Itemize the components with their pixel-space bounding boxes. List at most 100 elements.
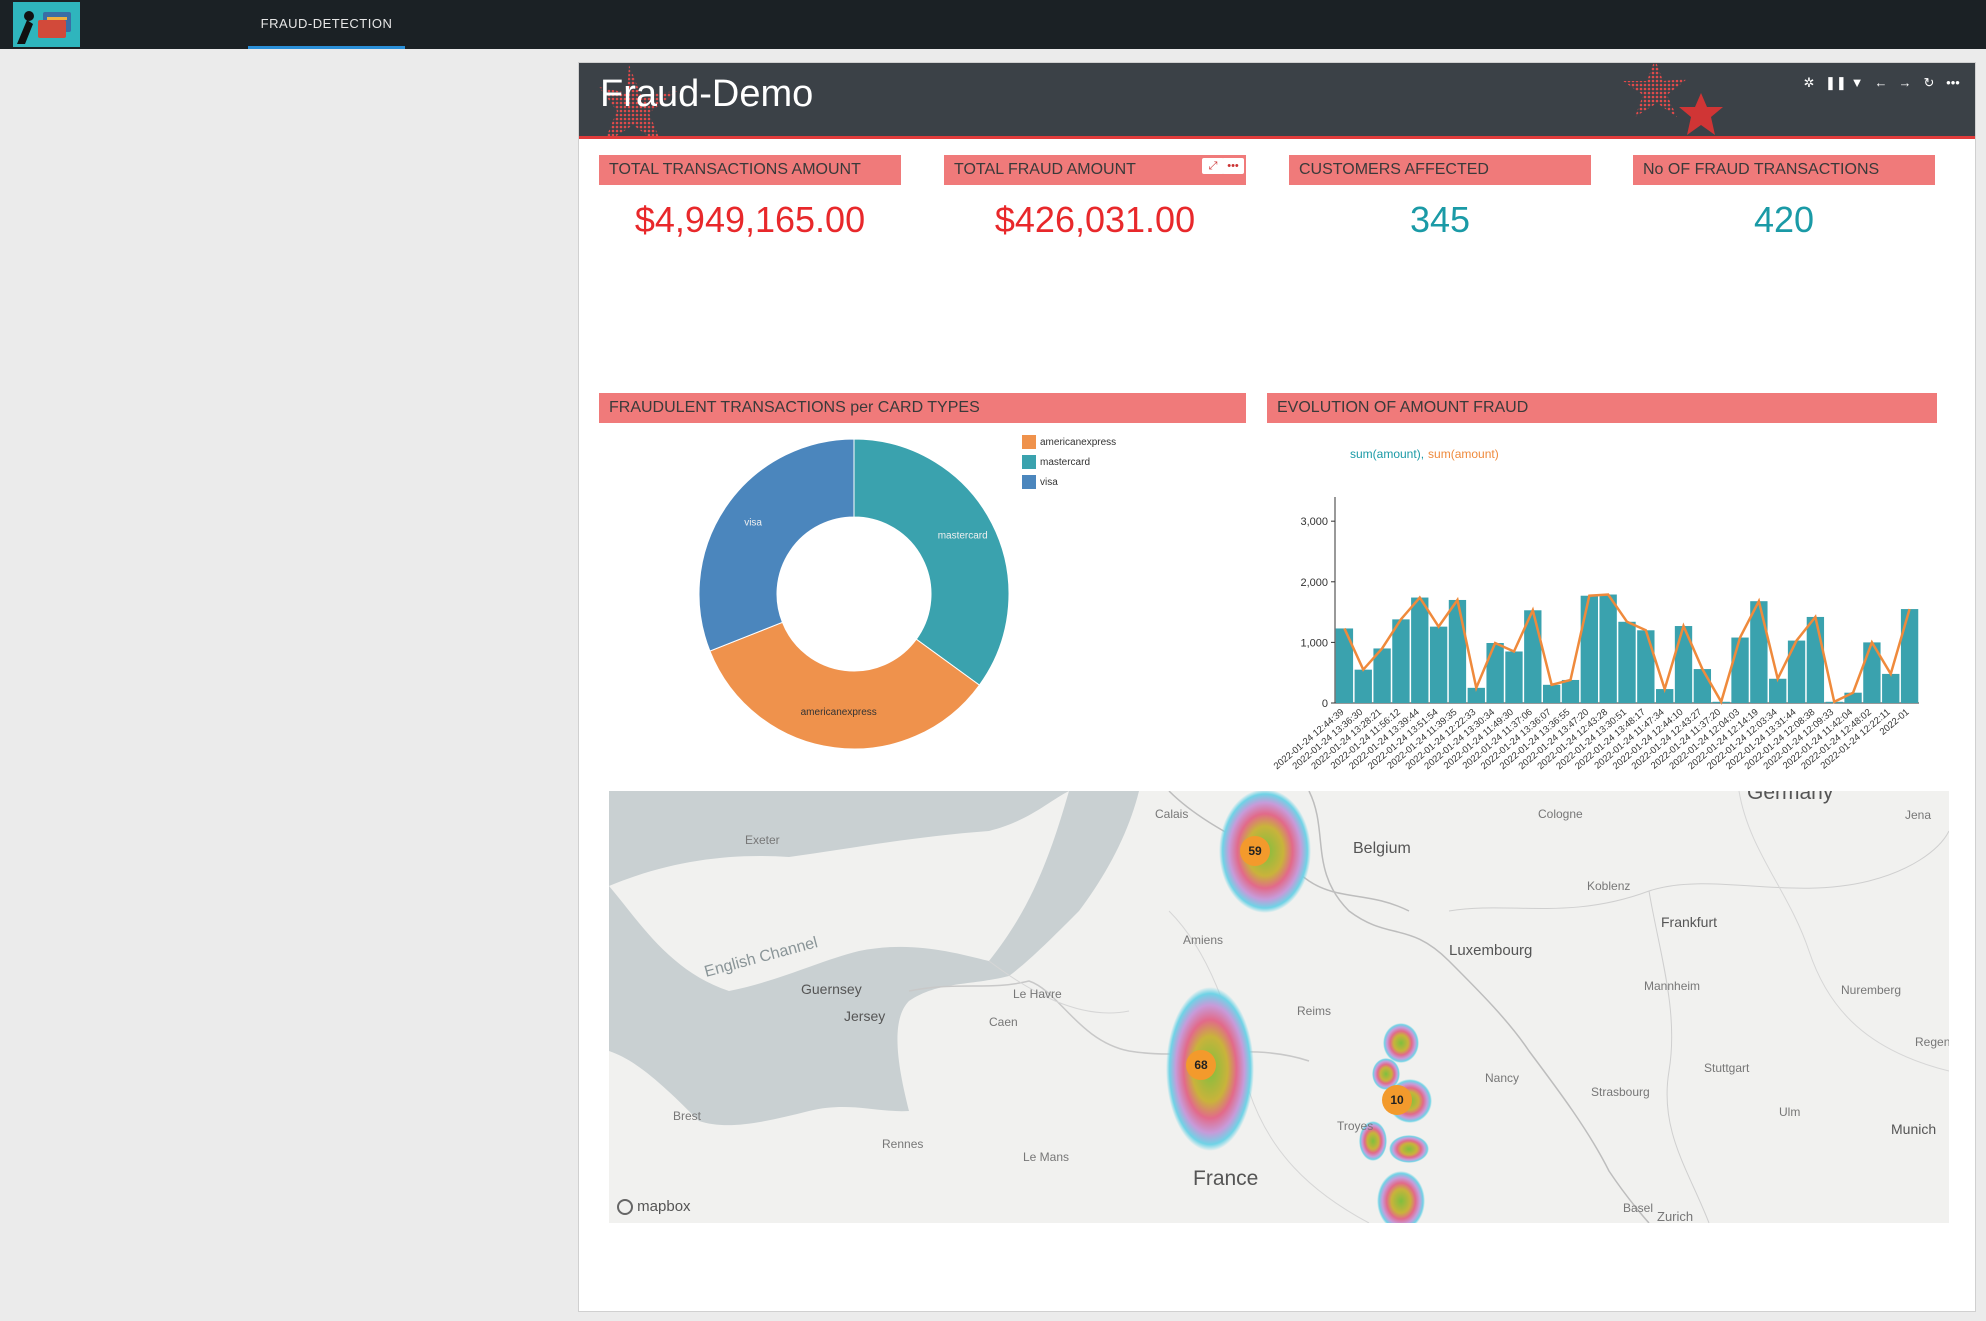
bar[interactable]: [1580, 595, 1598, 703]
kpi-value-fraud-count: 420: [1753, 199, 1815, 240]
map-label-jersey: Jersey: [844, 1008, 886, 1024]
bar[interactable]: [1769, 678, 1787, 703]
map-label-brest: Brest: [673, 1109, 702, 1123]
top-nav-bar: FRAUD-DETECTION: [0, 0, 1986, 49]
dashboard-panel: Fraud-Demo ✲ ❚❚ ▼ ← → ↻ ••• TOTAL TRANSA…: [578, 62, 1976, 1312]
bar[interactable]: [1674, 626, 1693, 703]
donut-slice-label: americanexpress: [801, 707, 877, 718]
map-label-guernsey: Guernsey: [801, 981, 862, 997]
series-label-separator: ,: [1420, 447, 1425, 461]
bar[interactable]: [1618, 621, 1636, 703]
legend-swatch: [1022, 435, 1036, 449]
bar[interactable]: [1392, 619, 1410, 703]
series-label-line: sum(amount): [1428, 447, 1499, 461]
kpi-value-total-fraud: $426,031.00: [994, 199, 1196, 240]
bar[interactable]: [1863, 642, 1881, 703]
bar[interactable]: [1599, 594, 1617, 703]
bar[interactable]: [1787, 640, 1806, 703]
map-cluster-10[interactable]: 10: [1382, 1085, 1412, 1115]
bar[interactable]: [1467, 687, 1485, 703]
series-label-bar: sum(amount): [1350, 447, 1421, 461]
donut-chart: mastercard americanexpress visa: [698, 438, 1010, 750]
bar[interactable]: [1731, 637, 1749, 703]
bar-chart-title: EVOLUTION OF AMOUNT FRAUD: [1267, 393, 1937, 423]
kpi-title-total-transactions: TOTAL TRANSACTIONS AMOUNT: [599, 155, 901, 185]
bar[interactable]: [1448, 599, 1467, 703]
bar[interactable]: [1542, 684, 1561, 703]
legend-swatch: [1022, 455, 1036, 469]
filter-icon[interactable]: ▼: [1850, 75, 1864, 90]
bar[interactable]: [1411, 597, 1429, 703]
donut-slice-americanexpress[interactable]: [709, 621, 981, 750]
bar[interactable]: [1656, 689, 1674, 703]
mapbox-logo-icon: [617, 1199, 633, 1215]
bar[interactable]: [1693, 669, 1712, 703]
bar[interactable]: [1637, 630, 1655, 703]
map-label-nuremberg: Nuremberg: [1841, 983, 1902, 997]
series-line[interactable]: [1343, 593, 1911, 705]
map-label-le-mans: Le Mans: [1023, 1150, 1070, 1164]
legend-label: visa: [1040, 476, 1058, 488]
legend-item-americanexpress[interactable]: americanexpress: [1022, 435, 1116, 449]
y-tick-label: 2,000: [1300, 577, 1328, 589]
bar[interactable]: [1524, 610, 1542, 703]
legend-item-mastercard[interactable]: mastercard: [1022, 455, 1090, 469]
mapbox-label: mapbox: [637, 1197, 691, 1215]
donut-slice-mastercard[interactable]: [853, 438, 1010, 686]
dashboard-title: Fraud-Demo: [600, 73, 814, 115]
map-label-munich: Munich: [1891, 1121, 1937, 1137]
map-label-calais: Calais: [1155, 807, 1189, 821]
bar[interactable]: [1429, 626, 1448, 703]
card-more-icon[interactable]: •••: [1222, 158, 1244, 174]
bar[interactable]: [1335, 628, 1354, 703]
y-tick-label: 1,000: [1300, 637, 1328, 649]
map-label-koblenz: Koblenz: [1587, 879, 1631, 893]
bar[interactable]: [1354, 669, 1372, 703]
legend-label: mastercard: [1040, 456, 1091, 468]
map-label-frankfurt: Frankfurt: [1661, 914, 1718, 930]
donut-slice-visa[interactable]: [698, 438, 855, 652]
legend-swatch: [1022, 475, 1036, 489]
bar[interactable]: [1373, 648, 1391, 703]
map-label-luxembourg: Luxembourg: [1449, 942, 1533, 959]
map-label-stuttgart: Stuttgart: [1704, 1061, 1750, 1075]
expand-icon[interactable]: ⤢: [1202, 158, 1224, 174]
bar[interactable]: [1882, 673, 1900, 703]
bar[interactable]: [1486, 643, 1504, 703]
dashboard-header: Fraud-Demo ✲ ❚❚ ▼ ← → ↻ •••: [579, 63, 1975, 139]
bar[interactable]: [1900, 609, 1919, 703]
tab-fraud-detection[interactable]: FRAUD-DETECTION: [248, 0, 405, 49]
back-icon[interactable]: ←: [1874, 75, 1888, 90]
map-cluster-59[interactable]: 59: [1240, 836, 1270, 866]
bar-chart-legend: sum(amount), sum(amount): [1350, 447, 1499, 461]
mapbox-attribution[interactable]: mapbox: [617, 1198, 691, 1215]
reload-icon[interactable]: ↻: [1923, 75, 1935, 90]
refresh-interval-icon[interactable]: ✲: [1803, 75, 1815, 90]
bar[interactable]: [1806, 616, 1825, 703]
dashboard-toolbar: ✲ ❚❚ ▼ ← → ↻ •••: [1801, 75, 1961, 91]
bar[interactable]: [1844, 692, 1862, 703]
map-label-france: France: [1193, 1167, 1259, 1190]
map-cluster-68[interactable]: 68: [1186, 1050, 1216, 1080]
map-label-cologne: Cologne: [1538, 807, 1583, 821]
donut-slice-label: mastercard: [938, 531, 988, 542]
star-decoration: [599, 65, 677, 136]
pause-icon[interactable]: ❚❚: [1825, 75, 1847, 90]
map-label-amiens: Amiens: [1183, 933, 1224, 947]
more-icon[interactable]: •••: [1946, 75, 1960, 90]
map-label-belgium: Belgium: [1353, 840, 1411, 857]
kpi-title-customers: CUSTOMERS AFFECTED: [1289, 155, 1591, 185]
kpi-value-customers: 345: [1409, 199, 1471, 240]
forward-icon[interactable]: →: [1898, 75, 1912, 90]
map-label-basel: Basel: [1623, 1201, 1654, 1215]
app-logo[interactable]: [13, 2, 80, 47]
fraud-heatmap[interactable]: Calais Exeter Belgium Cologne Germany Je…: [609, 791, 1949, 1223]
bar[interactable]: [1505, 651, 1523, 703]
legend-item-visa[interactable]: visa: [1022, 475, 1058, 489]
bar[interactable]: [1561, 679, 1580, 703]
bar[interactable]: [1750, 601, 1768, 703]
map-label-le-havre: Le Havre: [1013, 987, 1062, 1001]
map-label-caen: Caen: [989, 1015, 1018, 1029]
heatmap-layer: [1166, 791, 1432, 1223]
